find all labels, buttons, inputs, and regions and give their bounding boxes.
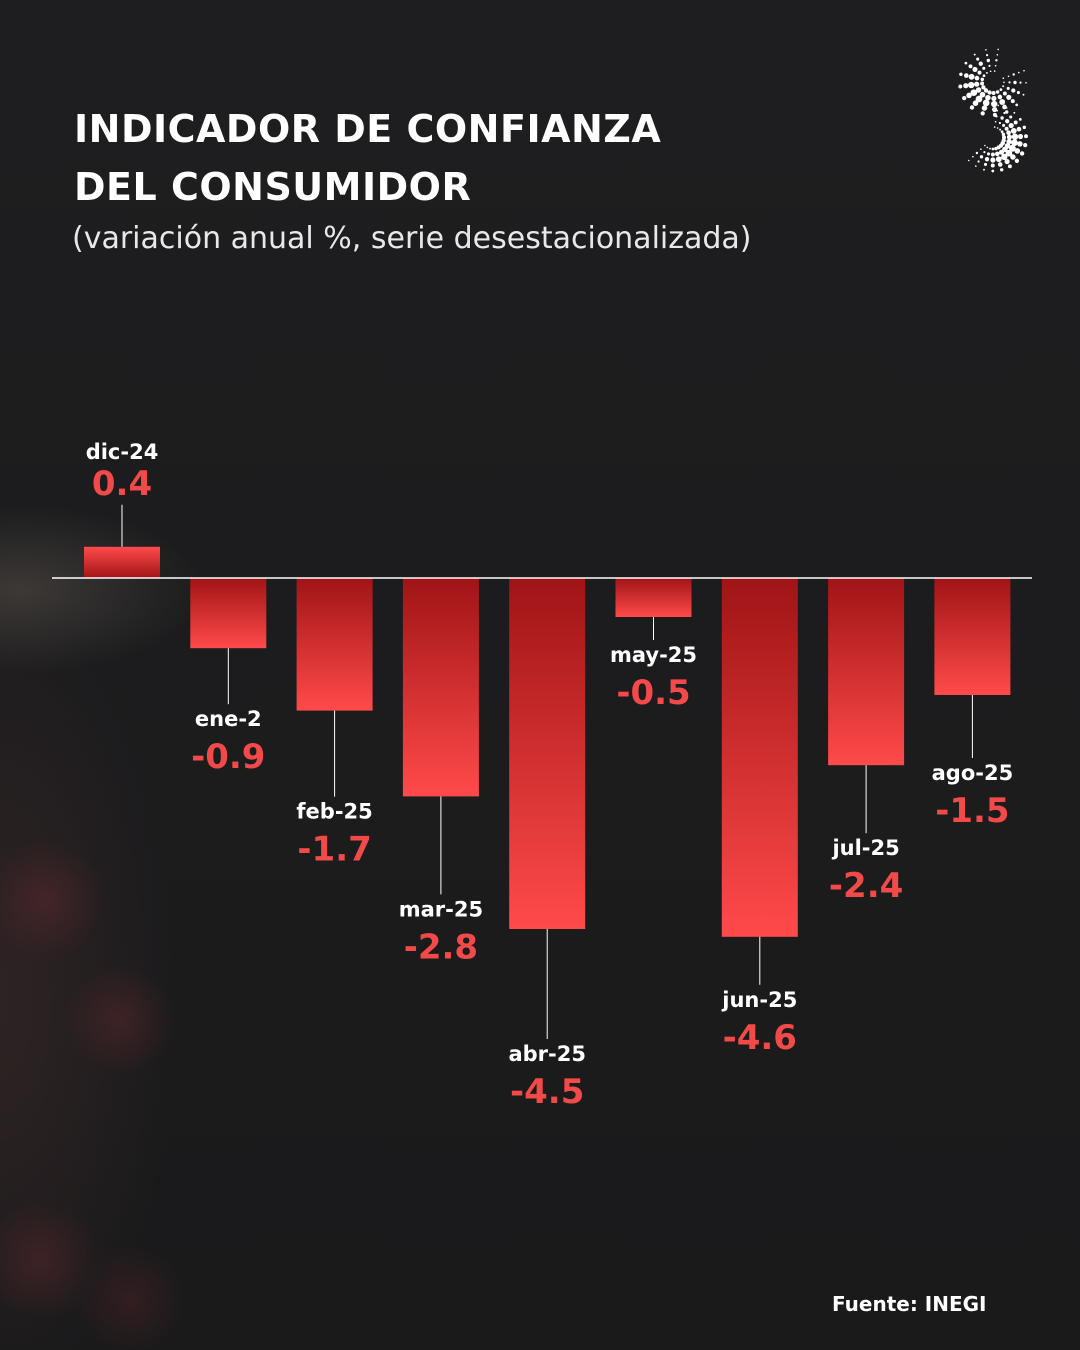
bar-jul-25 [828, 578, 905, 766]
chart-title-line-1: INDICADOR DE CONFIANZA [74, 107, 662, 151]
labels-group: dic-240.4 ene-2 -0.9 feb-25 -1.7 mar-25 -2.8 ab… [86, 440, 1014, 1112]
bar-may-25 [615, 578, 692, 617]
value-label-ago-25: -1.5 [935, 791, 1009, 831]
category-label-mar-25: mar-25 [399, 897, 483, 921]
category-label-jun-25: jun-25 [721, 988, 797, 1012]
value-label-dic-24: 0.4 [92, 464, 152, 504]
bar-ago-25 [934, 578, 1011, 695]
value-label-may-25: -0.5 [616, 673, 690, 713]
source-note: Fuente: INEGI [832, 1292, 987, 1316]
value-label-feb-25: -1.7 [297, 830, 371, 870]
bar-feb-25 [296, 578, 373, 711]
bar-dic-24 [84, 546, 160, 578]
bar-mar-25 [402, 578, 479, 797]
value-label-abr-25: -4.5 [510, 1072, 584, 1112]
category-label-ago-25: ago-25 [932, 761, 1014, 785]
bar-abr-25 [509, 578, 586, 929]
chart-subtitle: (variación anual %, serie desestacionali… [72, 221, 752, 256]
category-label-feb-25: feb-25 [296, 800, 372, 824]
bar-ene-2 [190, 578, 267, 649]
value-label-jul-25: -2.4 [829, 866, 903, 906]
value-label-jun-25: -4.6 [723, 1018, 797, 1058]
category-label-may-25: may-25 [610, 643, 697, 667]
chart-title: INDICADOR DE CONFIANZA DEL CONSUMIDOR [74, 100, 661, 216]
value-label-mar-25: -2.8 [404, 927, 478, 967]
bars-group [84, 546, 1011, 937]
value-label-ene-2: -0.9 [191, 737, 265, 777]
category-label-jul-25: jul-25 [831, 836, 899, 860]
bar-jun-25 [721, 578, 798, 937]
category-label-abr-25: abr-25 [508, 1042, 586, 1066]
chart-title-line-2: DEL CONSUMIDOR [74, 165, 472, 209]
dotted-s-logo-icon [958, 48, 1028, 173]
category-label-ene-2: ene-2 [195, 707, 262, 731]
category-label-dic-24: dic-24 [86, 440, 159, 464]
